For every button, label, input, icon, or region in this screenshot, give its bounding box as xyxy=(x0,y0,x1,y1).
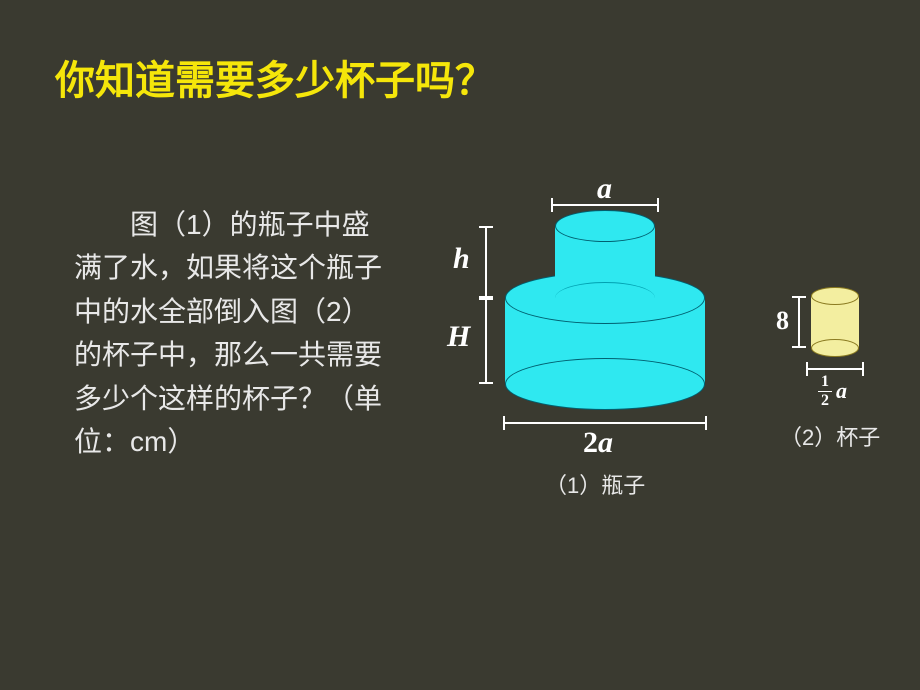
cup-diagram: 8 1 2 a （2）杯子 xyxy=(760,290,910,510)
cup-caption: （2）杯子 xyxy=(780,420,880,452)
label-2a: 2a xyxy=(583,426,613,460)
label-half-a: a xyxy=(836,378,847,404)
dim-h-vline xyxy=(485,226,487,298)
dim-h-tick-t xyxy=(479,226,493,228)
problem-text-content: 图（1）的瓶子中盛满了水，如果将这个瓶子中的水全部倒入图（2）的杯子中，那么一共… xyxy=(74,209,382,457)
dim-cupw-bot xyxy=(806,368,864,370)
label-H: H xyxy=(447,320,470,354)
bottle-diagram: a h H 2a （1）瓶子 xyxy=(455,190,735,490)
dim-8-vline xyxy=(798,296,800,348)
problem-text: 图（1）的瓶子中盛满了水，如果将这个瓶子中的水全部倒入图（2）的杯子中，那么一共… xyxy=(74,203,384,463)
label-h: h xyxy=(453,242,470,276)
page-title: 你知道需要多少杯子吗？ xyxy=(55,48,495,106)
dim-a-tick-r xyxy=(657,198,659,212)
label-a: a xyxy=(597,172,612,206)
bottle-bottom-ellipse-bot xyxy=(505,358,705,410)
dim-H-vline xyxy=(485,298,487,384)
dim-2a-tick-r xyxy=(705,416,707,430)
frac-den: 2 xyxy=(818,393,832,409)
dim-a-tick-l xyxy=(551,198,553,212)
dim-cupw-tick-r xyxy=(862,362,864,376)
dim-8-tick-b xyxy=(792,346,806,348)
cup-ellipse-top xyxy=(811,287,859,305)
dim-2a-tick-l xyxy=(503,416,505,430)
bottle-caption: （1）瓶子 xyxy=(545,468,645,500)
dim-2a-bot xyxy=(503,422,707,424)
cup-ellipse-bot xyxy=(811,339,859,357)
dim-cupw-tick-l xyxy=(806,362,808,376)
bottle-top-ellipse-seat xyxy=(555,282,655,314)
label-half: 1 2 xyxy=(818,374,832,409)
bottle-top-ellipse-top xyxy=(555,210,655,242)
dim-H-tick-t xyxy=(479,298,493,300)
label-8: 8 xyxy=(776,306,789,336)
dim-H-tick-b xyxy=(479,382,493,384)
frac-num: 1 xyxy=(818,374,832,390)
dim-8-tick-t xyxy=(792,296,806,298)
